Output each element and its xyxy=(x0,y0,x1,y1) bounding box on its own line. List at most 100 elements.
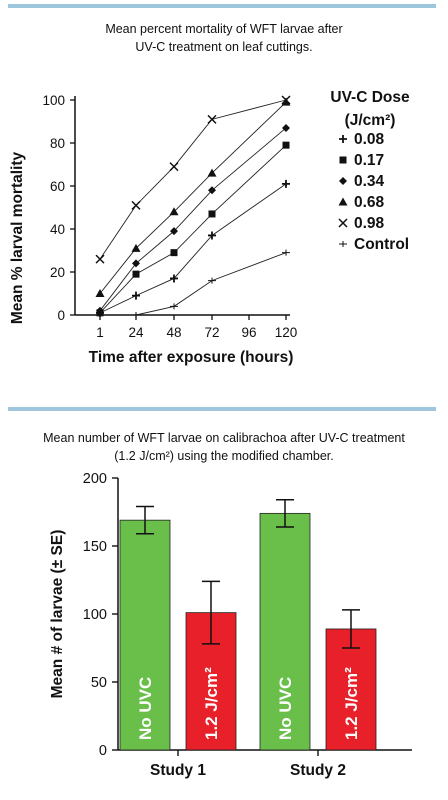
bar-label: 1.2 J/cm² xyxy=(342,667,361,740)
data-point xyxy=(169,207,179,216)
series-0-08 xyxy=(96,179,290,317)
data-point xyxy=(208,231,216,240)
legend-label: 0.34 xyxy=(354,173,385,190)
data-point xyxy=(132,291,140,300)
data-point xyxy=(207,114,217,124)
data-point xyxy=(282,179,290,188)
legend-marker xyxy=(339,156,347,164)
line-chart-series xyxy=(95,95,291,318)
x-tick-label: 72 xyxy=(204,325,219,340)
bar-group: 1.2 J/cm² xyxy=(185,580,237,751)
data-point xyxy=(95,254,105,264)
x-tick-label: 1 xyxy=(96,325,104,340)
chart1-title: Mean percent mortality of WFT larvae aft… xyxy=(0,20,448,56)
y-tick-label: 100 xyxy=(83,607,107,623)
bar-chart: 0 50 100 150 200 Study 1 Study 2 No UVC 1.2 J/c… xyxy=(49,471,412,779)
bar-group: No UVC xyxy=(259,499,311,751)
line-chart-xlabel: Time after exposure (hours) xyxy=(89,349,294,366)
bar xyxy=(119,519,171,751)
y-tick-label: 20 xyxy=(50,265,65,280)
series-line xyxy=(99,99,287,260)
data-point xyxy=(282,123,290,132)
legend-title-line1: UV-C Dose xyxy=(330,89,410,106)
legend-label: 0.17 xyxy=(354,152,384,169)
data-point xyxy=(207,168,217,177)
bar-group: 1.2 J/cm² xyxy=(325,609,377,751)
line-chart-axes: 0 20 40 60 80 100 1 24 48 72 96 120 xyxy=(42,93,297,340)
series-line xyxy=(135,252,287,316)
error-bar xyxy=(202,580,220,645)
legend-marker xyxy=(339,135,347,143)
data-point xyxy=(170,249,178,257)
line-chart-ylabel: Mean % larval mortality xyxy=(9,151,26,324)
error-bar xyxy=(276,499,294,528)
legend-label: 0.08 xyxy=(354,131,385,148)
data-point xyxy=(131,243,141,252)
data-point xyxy=(95,289,105,297)
y-tick-label: 100 xyxy=(42,93,65,108)
legend-label: 0.98 xyxy=(354,215,385,232)
bar-chart-ylabel: Mean # of larvae (± SE) xyxy=(49,530,66,699)
y-tick-label: 200 xyxy=(83,471,107,487)
legend-title-line2: (J/cm²) xyxy=(345,112,396,129)
error-bar xyxy=(342,609,360,649)
data-point xyxy=(282,249,290,256)
series-0-68 xyxy=(95,97,291,297)
data-point xyxy=(170,303,178,310)
bar-label: No UVC xyxy=(276,677,295,740)
bar-chart-bars: No UVC 1.2 J/cm² No UVC 1.2 J/cm² xyxy=(119,499,377,751)
bar-label: 1.2 J/cm² xyxy=(202,667,221,740)
top-divider xyxy=(8,4,436,8)
line-chart-legend: UV-C Dose (J/cm²) 0.08 0.17 0.34 0.68 0.98 Co… xyxy=(330,89,410,253)
data-point xyxy=(96,306,104,315)
x-tick-label: 48 xyxy=(166,325,181,340)
legend-marker xyxy=(338,218,348,228)
series-control xyxy=(132,249,290,318)
y-tick-label: 80 xyxy=(50,136,65,151)
data-point xyxy=(208,277,216,284)
line-chart: 0 20 40 60 80 100 1 24 48 72 96 120 UV-C Dose (J/cm… xyxy=(9,89,410,366)
chart2-title: Mean number of WFT larvae on calibrachoa… xyxy=(0,429,448,465)
data-point xyxy=(132,259,140,268)
legend-marker xyxy=(339,241,347,247)
y-tick-label: 0 xyxy=(99,743,107,759)
data-point xyxy=(132,270,140,278)
x-tick-label: Study 1 xyxy=(150,762,206,779)
chart2-title-line1: Mean number of WFT larvae on calibrachoa… xyxy=(43,431,405,445)
data-point xyxy=(208,186,216,195)
bar-group: No UVC xyxy=(119,505,171,751)
series-line xyxy=(99,144,287,314)
series-0-34 xyxy=(96,123,290,315)
data-point xyxy=(169,162,179,172)
chart1-title-line1: Mean percent mortality of WFT larvae aft… xyxy=(105,22,343,36)
bar xyxy=(325,628,377,751)
y-tick-label: 0 xyxy=(57,308,65,323)
data-point xyxy=(208,210,216,218)
data-point xyxy=(170,274,178,283)
y-tick-label: 50 xyxy=(91,675,107,691)
data-point xyxy=(131,200,141,210)
legend-label: Control xyxy=(354,236,409,253)
data-point xyxy=(281,95,291,105)
series-0-17 xyxy=(96,141,290,317)
y-tick-label: 60 xyxy=(50,179,65,194)
data-point xyxy=(132,312,140,318)
chart2-title-line2: (1.2 J/cm²) using the modified chamber. xyxy=(114,449,334,463)
y-tick-label: 150 xyxy=(83,539,107,555)
y-tick-label: 40 xyxy=(50,222,65,237)
chart1-title-line2: UV-C treatment on leaf cuttings. xyxy=(135,40,313,54)
data-point xyxy=(170,227,178,236)
middle-divider xyxy=(8,407,436,411)
legend-marker xyxy=(339,177,347,185)
data-point xyxy=(282,141,290,149)
data-point xyxy=(281,97,291,106)
legend-marker xyxy=(338,197,348,206)
legend-label: 0.68 xyxy=(354,194,385,211)
x-tick-label: 96 xyxy=(241,325,256,340)
x-tick-label: 24 xyxy=(128,325,144,340)
series-line xyxy=(99,101,287,294)
series-0-98 xyxy=(95,95,291,264)
bar-label: No UVC xyxy=(136,677,155,740)
x-tick-label: Study 2 xyxy=(290,762,346,779)
x-tick-label: 120 xyxy=(275,325,298,340)
